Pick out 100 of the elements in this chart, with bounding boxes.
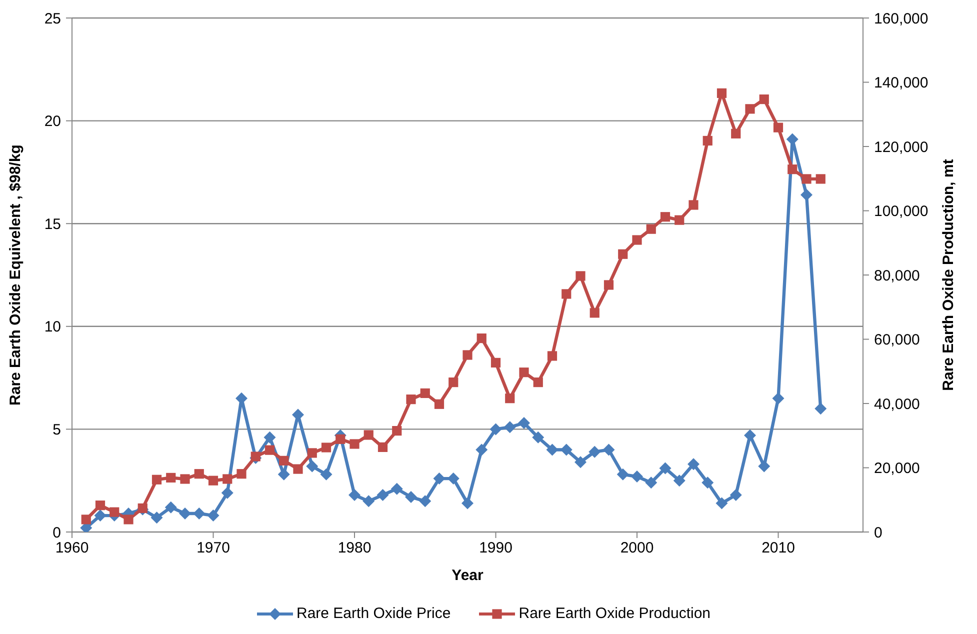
y2-tick-label: 60,000 bbox=[874, 332, 920, 349]
point bbox=[618, 249, 628, 259]
point bbox=[490, 358, 501, 368]
point bbox=[519, 368, 529, 378]
x-tick-label: 1980 bbox=[338, 540, 372, 557]
point bbox=[546, 444, 558, 456]
point bbox=[221, 486, 234, 499]
point bbox=[547, 351, 558, 361]
point bbox=[420, 388, 430, 398]
point bbox=[264, 445, 275, 455]
point bbox=[364, 430, 374, 440]
point bbox=[320, 468, 332, 480]
point bbox=[462, 497, 474, 510]
point bbox=[505, 394, 515, 404]
point bbox=[532, 431, 544, 444]
point bbox=[504, 421, 516, 434]
point bbox=[406, 394, 416, 404]
point bbox=[462, 350, 472, 360]
y2-tick-label: 0 bbox=[874, 524, 882, 542]
point bbox=[800, 188, 812, 201]
point bbox=[518, 417, 530, 430]
point bbox=[180, 474, 190, 484]
point bbox=[392, 426, 402, 436]
point bbox=[264, 431, 276, 444]
y-tick-label: 0 bbox=[52, 524, 61, 542]
point bbox=[476, 444, 488, 456]
point bbox=[376, 488, 389, 501]
point bbox=[814, 402, 827, 415]
y-tick-label: 5 bbox=[52, 422, 61, 439]
point bbox=[602, 444, 615, 456]
point bbox=[631, 470, 643, 482]
point bbox=[336, 434, 346, 444]
point bbox=[419, 495, 432, 508]
point bbox=[321, 442, 332, 452]
point bbox=[744, 429, 756, 442]
point bbox=[490, 423, 502, 436]
point bbox=[616, 468, 629, 480]
y2-tick-label: 160,000 bbox=[874, 10, 928, 28]
y-axis-title: Rare Earth Oxide Equivelent , $98/kg bbox=[7, 144, 24, 406]
point bbox=[476, 333, 486, 344]
point bbox=[222, 474, 232, 484]
y2-tick-label: 120,000 bbox=[874, 138, 928, 156]
point bbox=[348, 488, 360, 501]
point bbox=[688, 458, 700, 470]
point bbox=[802, 174, 812, 184]
point bbox=[702, 476, 714, 489]
point bbox=[816, 174, 826, 184]
point bbox=[390, 482, 403, 495]
point bbox=[236, 469, 246, 479]
point bbox=[110, 507, 120, 517]
point bbox=[208, 476, 218, 486]
point bbox=[716, 497, 728, 510]
y2-tick-label: 40,000 bbox=[874, 396, 920, 413]
point bbox=[673, 474, 686, 487]
point bbox=[81, 514, 91, 524]
point bbox=[688, 200, 698, 210]
point bbox=[574, 456, 586, 468]
point bbox=[194, 469, 204, 479]
point bbox=[448, 377, 458, 388]
point bbox=[702, 136, 712, 146]
y2-tick-label: 20,000 bbox=[874, 460, 920, 478]
point bbox=[645, 476, 658, 489]
point bbox=[166, 472, 176, 483]
point bbox=[588, 446, 601, 458]
point bbox=[278, 468, 290, 480]
y2-tick-label: 100,000 bbox=[874, 203, 928, 220]
x-tick-label: 1990 bbox=[479, 540, 512, 557]
point bbox=[576, 271, 586, 281]
point bbox=[434, 399, 444, 409]
point bbox=[560, 444, 572, 456]
point bbox=[533, 377, 543, 388]
x-tick-label: 1960 bbox=[55, 540, 89, 557]
point bbox=[745, 104, 755, 114]
point bbox=[152, 474, 162, 484]
point bbox=[646, 224, 656, 234]
point bbox=[759, 94, 769, 104]
y2-axis-title: Rare Earth Oxide Production, mt bbox=[940, 159, 957, 391]
point bbox=[350, 439, 360, 449]
point bbox=[95, 500, 106, 510]
point bbox=[124, 514, 134, 524]
point bbox=[674, 215, 684, 225]
x-tick-label: 2010 bbox=[762, 540, 795, 557]
point bbox=[660, 212, 670, 222]
point bbox=[279, 456, 289, 466]
point bbox=[788, 164, 798, 174]
x-tick-label: 1970 bbox=[196, 540, 230, 557]
point bbox=[193, 507, 206, 520]
point bbox=[773, 122, 784, 132]
y-tick-label: 10 bbox=[44, 318, 61, 336]
point bbox=[716, 88, 727, 98]
point bbox=[150, 512, 163, 524]
point bbox=[659, 462, 672, 474]
point bbox=[164, 501, 177, 514]
point bbox=[306, 460, 318, 472]
point bbox=[604, 280, 614, 290]
point bbox=[179, 507, 191, 520]
point bbox=[731, 128, 741, 138]
point bbox=[405, 491, 417, 504]
x-tick-label: 2000 bbox=[620, 540, 654, 557]
point bbox=[378, 442, 388, 452]
